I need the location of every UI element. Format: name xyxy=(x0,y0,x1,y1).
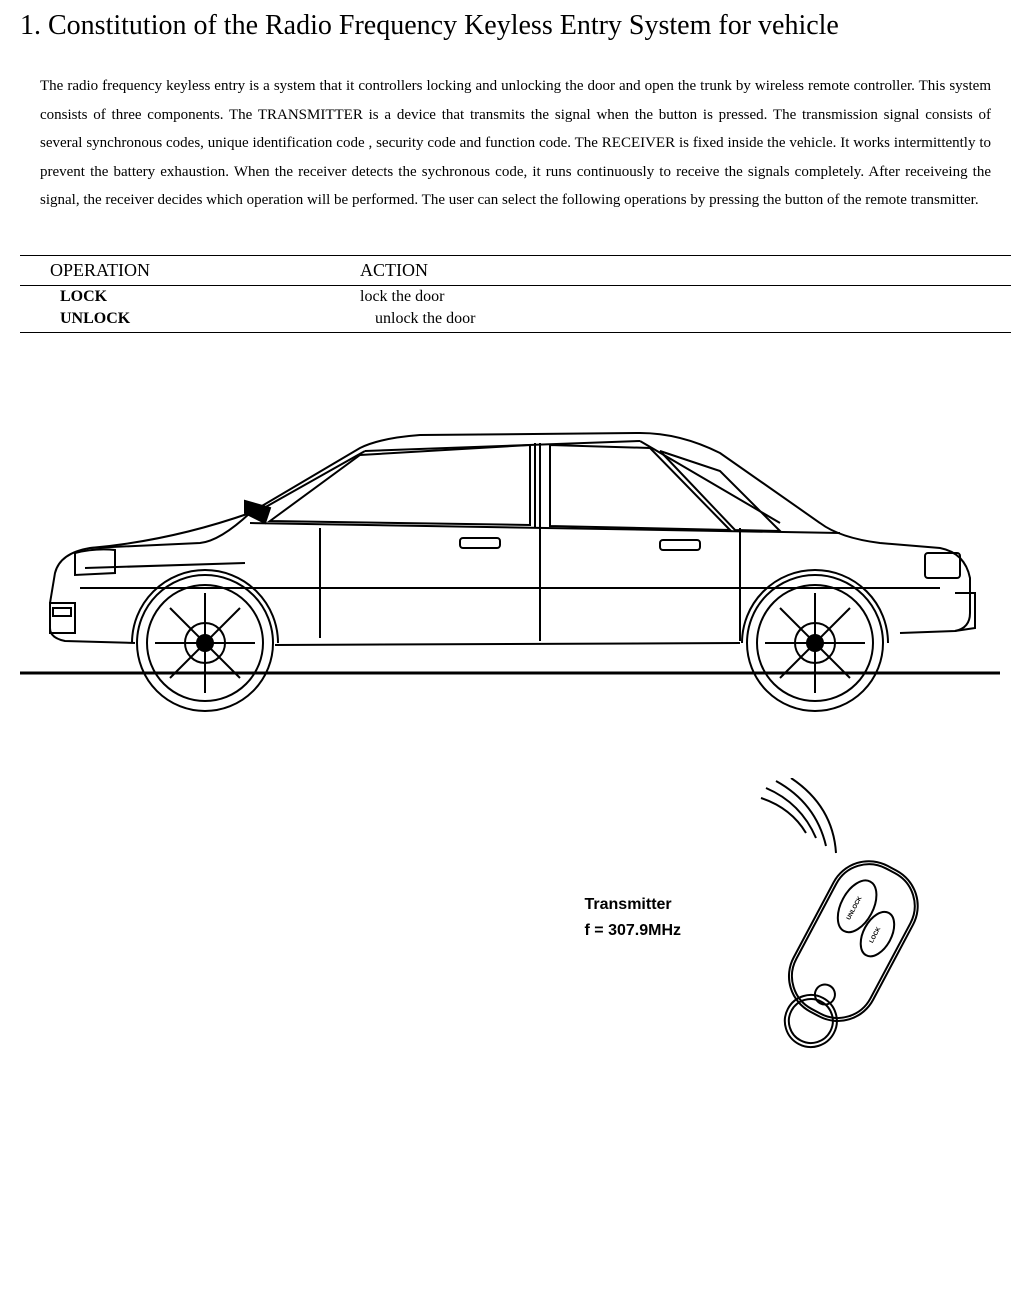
lock-button-label: LOCK xyxy=(869,925,883,943)
cell-operation: LOCK xyxy=(20,285,360,308)
car-svg xyxy=(20,393,1000,713)
transmitter-text: Transmitter f = 307.9MHz xyxy=(585,892,681,943)
header-operation: OPERATION xyxy=(20,255,360,285)
transmitter-frequency: f = 307.9MHz xyxy=(585,918,681,944)
transmitter-section: Transmitter f = 307.9MHz UNLOCK LOCK xyxy=(20,778,1011,1058)
cell-action: unlock the door xyxy=(360,308,1011,333)
transmitter-title: Transmitter xyxy=(585,892,681,918)
cell-operation: UNLOCK xyxy=(20,308,360,333)
table-header-row: OPERATION ACTION xyxy=(20,255,1011,285)
intro-paragraph: The radio frequency keyless entry is a s… xyxy=(20,72,1011,215)
table-row: UNLOCK unlock the door xyxy=(20,308,1011,333)
cell-action: lock the door xyxy=(360,285,1011,308)
car-illustration xyxy=(20,393,1011,718)
table-row: LOCK lock the door xyxy=(20,285,1011,308)
transmitter-svg: UNLOCK LOCK xyxy=(711,778,971,1058)
unlock-button-label: UNLOCK xyxy=(846,895,864,921)
page-title: 1. Constitution of the Radio Frequency K… xyxy=(20,10,1011,42)
header-action: ACTION xyxy=(360,255,1011,285)
operations-table: OPERATION ACTION LOCK lock the door UNLO… xyxy=(20,255,1011,333)
